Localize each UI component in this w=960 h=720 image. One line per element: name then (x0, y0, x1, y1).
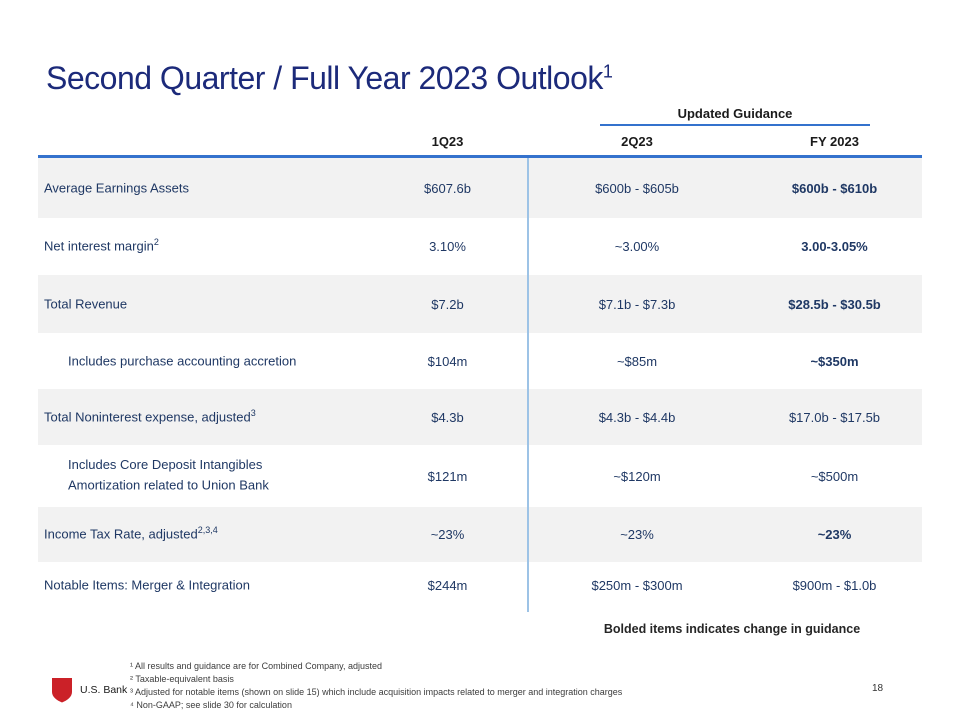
value-fy2023: $600b - $610b (791, 180, 878, 196)
value-1q23: $104m (427, 353, 468, 369)
value-2q23: ~3.00% (614, 239, 660, 254)
table-row-notable-items: Notable Items: Merger & Integration $244… (38, 562, 922, 609)
value-2q23: $4.3b - $4.4b (598, 409, 676, 425)
row-label: Total Noninterest expense, adjusted3 (44, 407, 256, 425)
table-row-net-interest-margin: Net interest margin2 3.10% ~3.00% 3.00-3… (38, 218, 922, 275)
value-1q23: ~23% (430, 527, 465, 542)
footnote-3: ³ Adjusted for notable items (shown on s… (130, 687, 623, 697)
footnote-4: ⁴ Non-GAAP; see slide 30 for calculation (130, 700, 292, 710)
table-row-total-revenue: Total Revenue $7.2b $7.1b - $7.3b $28.5b… (38, 275, 922, 333)
slide-title-footnote-marker: 1 (602, 61, 613, 82)
value-1q23: $7.2b (431, 296, 464, 312)
table-row-income-tax-rate: Income Tax Rate, adjusted2,3,4 ~23% ~23%… (38, 507, 922, 562)
updated-guidance-header: Updated Guidance (600, 106, 870, 126)
value-2q23: ~23% (620, 527, 654, 542)
row-label: Includes purchase accounting accretion (68, 353, 297, 369)
value-fy2023: ~$350m (810, 353, 859, 369)
value-1q23: $4.3b (431, 409, 464, 425)
value-fy2023: $28.5b - $30.5b (788, 296, 881, 312)
column-header-2q23: 2Q23 (621, 134, 653, 149)
table-column-headers: 1Q23 2Q23 FY 2023 (38, 134, 922, 149)
us-bank-shield-icon (52, 678, 72, 703)
row-label: Total Revenue (44, 296, 128, 312)
table-row-noninterest-expense: Total Noninterest expense, adjusted3 $4.… (38, 389, 922, 445)
value-fy2023: ~23% (817, 527, 852, 542)
value-1q23: $121m (427, 468, 468, 484)
value-1q23: 3.10% (429, 239, 466, 254)
table-row-core-deposit-intangibles: Includes Core Deposit Intangibles Amorti… (38, 445, 922, 507)
slide-title: Second Quarter / Full Year 2023 Outlook1 (46, 60, 613, 97)
value-2q23: $600b - $605b (595, 180, 679, 196)
footnotes: ¹ All results and guidance are for Combi… (130, 660, 850, 712)
us-bank-logo: U.S. Bank (50, 676, 127, 704)
row-label: Income Tax Rate, adjusted2,3,4 (44, 525, 218, 542)
page-number: 18 (872, 683, 884, 694)
value-2q23: $7.1b - $7.3b (598, 296, 676, 312)
row-label: Includes Core Deposit Intangibles Amorti… (68, 457, 269, 493)
slide-title-text: Second Quarter / Full Year 2023 Outlook (46, 60, 603, 96)
value-1q23: $607.6b (424, 180, 471, 196)
footnote-1: ¹ All results and guidance are for Combi… (130, 661, 382, 671)
column-header-1q23: 1Q23 (431, 134, 464, 149)
value-2q23: ~$120m (613, 468, 661, 484)
row-label: Net interest margin2 (44, 237, 159, 254)
value-1q23: $244m (427, 578, 468, 593)
column-divider-line (527, 158, 529, 612)
column-header-fy2023: FY 2023 (810, 134, 859, 149)
us-bank-brand-name: U.S. Bank (80, 684, 128, 696)
value-2q23: ~$85m (616, 353, 658, 369)
footnote-2: ² Taxable-equivalent basis (130, 674, 234, 684)
value-fy2023: ~$500m (810, 468, 859, 484)
value-fy2023: $900m - $1.0b (792, 578, 877, 593)
table-row-average-earnings-assets: Average Earnings Assets $607.6b $600b - … (38, 158, 922, 218)
row-label: Average Earnings Assets (44, 180, 190, 196)
value-fy2023: 3.00-3.05% (801, 239, 868, 254)
table-row-purchase-accounting-accretion: Includes purchase accounting accretion $… (38, 333, 922, 389)
column-header-blank (38, 134, 368, 149)
bolded-items-note: Bolded items indicates change in guidanc… (603, 622, 861, 636)
table-top-rule (38, 155, 922, 158)
row-label: Notable Items: Merger & Integration (44, 577, 250, 593)
value-fy2023: $17.0b - $17.5b (788, 409, 881, 425)
outlook-table: Average Earnings Assets $607.6b $600b - … (38, 158, 922, 609)
value-2q23: $250m - $300m (591, 578, 683, 593)
